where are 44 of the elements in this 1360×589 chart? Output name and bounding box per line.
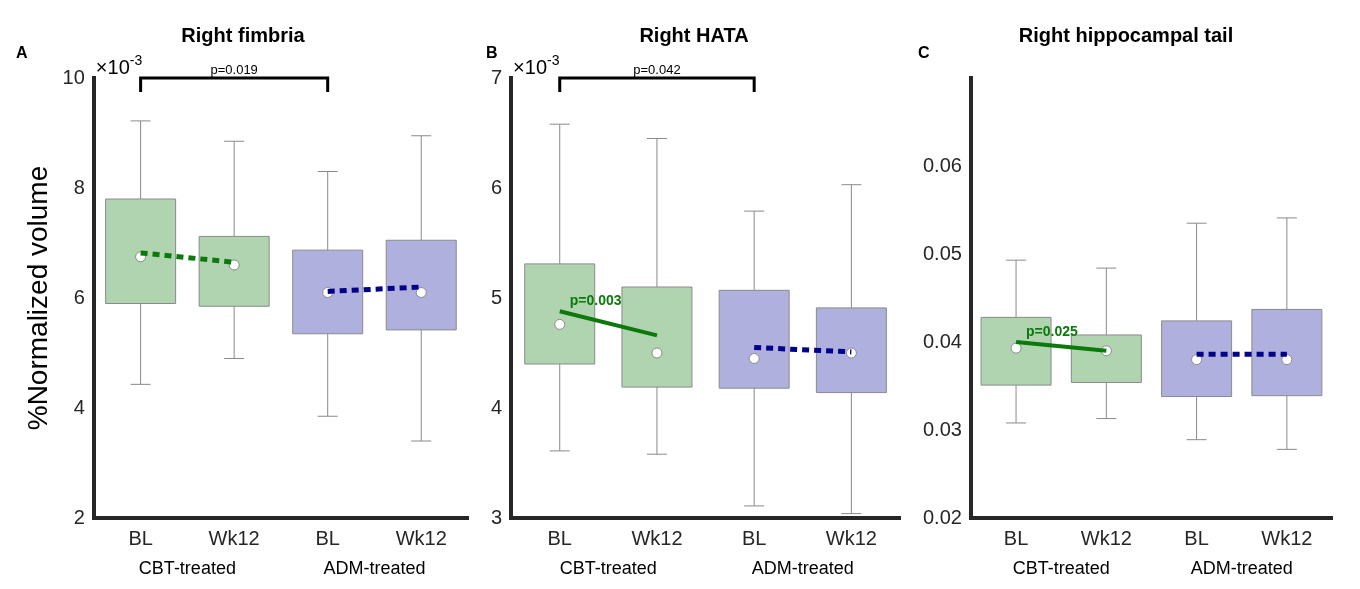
y-tick-label: 0.03 xyxy=(922,417,962,440)
y-tick-label: 0.05 xyxy=(922,241,962,264)
y-axis-title: %Normalized volume xyxy=(21,165,53,431)
annotation: p=0.003 xyxy=(569,292,622,309)
text: C xyxy=(918,44,930,61)
y-tick-label: 2 xyxy=(73,505,85,528)
chart-title: Right HATA xyxy=(639,23,749,46)
x-tick-label: Wk12 xyxy=(825,526,877,549)
x-tick-label: BL xyxy=(1184,526,1209,549)
y-tick-label: 5 xyxy=(491,285,503,308)
x-tick-label: Wk12 xyxy=(631,526,683,549)
text: CBT-treated xyxy=(559,558,657,578)
x-tick-label: BL xyxy=(547,526,572,549)
x-tick-label: BL xyxy=(741,526,767,549)
text: CBT-treated xyxy=(138,558,236,578)
annotation: p=0.042 xyxy=(633,62,681,77)
y-tick-label: 6 xyxy=(491,175,503,198)
text: B xyxy=(486,44,498,61)
chart-title: Right hippocampal tail xyxy=(1018,23,1234,46)
annotation: p=0.019 xyxy=(210,62,258,77)
x-tick-label: Wk12 xyxy=(1080,526,1132,549)
text: ADM-treated xyxy=(323,558,426,578)
y-tick-label: 7 xyxy=(491,65,503,88)
y-tick-label: 4 xyxy=(73,395,85,418)
y-tick-label: 0.04 xyxy=(922,329,962,352)
annotation: p=0.025 xyxy=(1026,323,1079,339)
y-tick-label: 0.02 xyxy=(922,505,962,528)
text: ADM-treated xyxy=(1190,558,1293,578)
x-tick-label: BL xyxy=(315,526,340,549)
x-tick-label: BL xyxy=(128,526,153,549)
x-tick-label: Wk12 xyxy=(1261,526,1313,549)
chart-title: Right fimbria xyxy=(181,23,306,46)
y-tick-label: 0.06 xyxy=(922,153,962,176)
y-tick-label: 4 xyxy=(491,395,503,418)
text: A xyxy=(16,44,28,61)
y-tick-label: 10 xyxy=(62,65,85,88)
y-tick-label: 6 xyxy=(73,285,85,308)
x-tick-label: Wk12 xyxy=(208,526,260,549)
y-tick-label: 8 xyxy=(73,175,85,198)
x-tick-label: BL xyxy=(1003,526,1029,549)
text: ADM-treated xyxy=(751,558,854,578)
y-tick-label: 3 xyxy=(491,505,503,528)
x-tick-label: Wk12 xyxy=(395,526,447,549)
text: CBT-treated xyxy=(1012,558,1110,578)
